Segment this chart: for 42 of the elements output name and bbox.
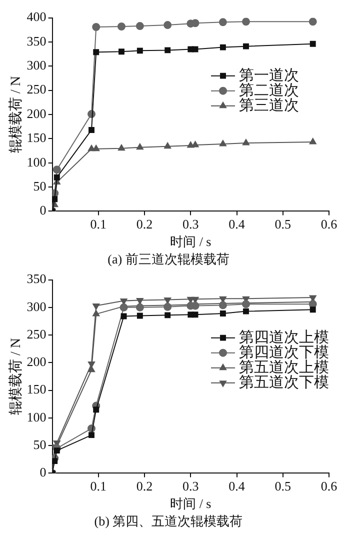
y-axis-title: 辊模载荷 / N — [8, 338, 24, 415]
x-axis-title: 时间 / s — [170, 234, 212, 250]
x-tick-label: 0.2 — [136, 478, 153, 494]
y-tick-label: 400 — [26, 9, 46, 24]
legend-label: 第三道次 — [239, 96, 299, 114]
legend-label: 第四道次下模 — [239, 344, 329, 361]
y-tick-label: 0 — [40, 464, 46, 480]
y-tick-label: 150 — [26, 130, 46, 146]
legend-label: 第五道次上模 — [239, 358, 329, 376]
legend-label: 第五道次下模 — [239, 374, 329, 391]
x-tick-label: 0.3 — [182, 478, 199, 494]
legend-label: 第一道次 — [239, 66, 299, 84]
x-tick-label: 0.1 — [90, 216, 107, 232]
y-tick-label: 50 — [33, 178, 46, 194]
y-tick-label: 200 — [26, 106, 46, 121]
y-tick-label: 50 — [33, 436, 46, 452]
x-tick-label: 0.4 — [228, 216, 246, 232]
y-tick-label: 300 — [26, 298, 46, 314]
y-tick-label: 300 — [26, 58, 46, 73]
x-tick-label: 0.5 — [274, 216, 292, 232]
y-tick-label: 0 — [40, 202, 46, 218]
y-tick-label: 100 — [26, 154, 46, 170]
y-tick-label: 250 — [26, 326, 46, 342]
y-tick-label: 100 — [26, 409, 46, 424]
legend-label: 第二道次 — [239, 82, 299, 99]
x-axis-title: 时间 / s — [170, 496, 212, 512]
x-tick-label: 0.4 — [228, 478, 246, 494]
x-tick-label: 0.6 — [320, 216, 338, 232]
y-tick-label: 250 — [26, 82, 46, 97]
x-tick-label: 0.5 — [274, 478, 292, 494]
x-tick-label: 0.6 — [320, 478, 338, 494]
x-tick-label: 0.2 — [136, 216, 153, 232]
text: (b) 第四、五道次辊模载荷 — [94, 514, 243, 529]
legend-label: 第四道次上模 — [239, 328, 329, 346]
x-tick-label: 0.3 — [182, 216, 199, 232]
x-tick-label: 0.1 — [90, 478, 107, 494]
y-tick-label: 200 — [26, 354, 46, 370]
y-tick-label: 350 — [26, 271, 46, 286]
text: (a) 前三道次辊模载荷 — [108, 252, 230, 267]
y-tick-label: 150 — [26, 382, 46, 397]
y-tick-label: 350 — [26, 33, 46, 48]
y-axis-title: 辊模载荷 / N — [8, 76, 24, 153]
